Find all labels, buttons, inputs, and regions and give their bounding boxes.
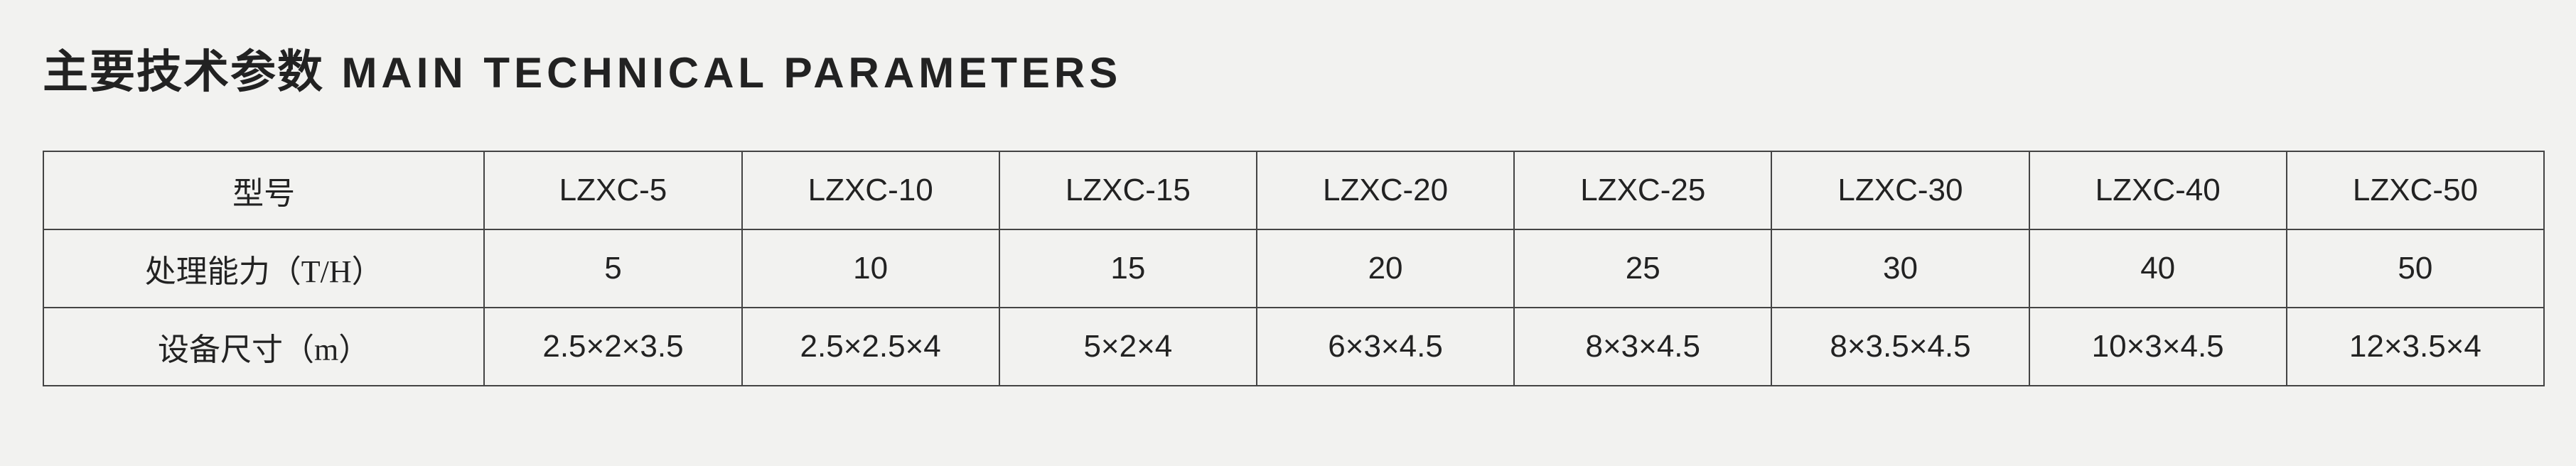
table-cell: 5×2×4: [999, 308, 1257, 386]
table-cell: 6×3×4.5: [1257, 308, 1514, 386]
table-cell: 2.5×2.5×4: [742, 308, 999, 386]
table-cell: 12×3.5×4: [2287, 308, 2544, 386]
table-cell: 40: [2029, 229, 2287, 308]
table-cell: 15: [999, 229, 1257, 308]
page-title: 主要技术参数 MAIN TECHNICAL PARAMETERS: [43, 36, 2548, 101]
title-cn: 主要技术参数: [43, 46, 324, 97]
table-cell: 10: [742, 229, 999, 308]
header-cell: LZXC-15: [999, 151, 1257, 229]
table-cell: 10×3×4.5: [2029, 308, 2287, 386]
table-row: 处理能力（T/H） 5 10 15 20 25 30 40 50: [43, 229, 2544, 308]
table-cell: 5: [484, 229, 741, 308]
page: 主要技术参数 MAIN TECHNICAL PARAMETERS 型号 LZXC…: [0, 0, 2576, 386]
table-row: 设备尺寸（m） 2.5×2×3.5 2.5×2.5×4 5×2×4 6×3×4.…: [43, 308, 2544, 386]
row-label: 处理能力（T/H）: [43, 229, 484, 308]
header-cell: LZXC-50: [2287, 151, 2544, 229]
header-cell: LZXC-30: [1771, 151, 2029, 229]
header-cell: LZXC-5: [484, 151, 741, 229]
table-cell: 30: [1771, 229, 2029, 308]
table-cell: 50: [2287, 229, 2544, 308]
header-label: 型号: [43, 151, 484, 229]
table-cell: 20: [1257, 229, 1514, 308]
table-cell: 8×3.5×4.5: [1771, 308, 2029, 386]
table-cell: 2.5×2×3.5: [484, 308, 741, 386]
header-cell: LZXC-10: [742, 151, 999, 229]
title-en: MAIN TECHNICAL PARAMETERS: [341, 49, 1122, 97]
table-cell: 25: [1514, 229, 1771, 308]
table-cell: 8×3×4.5: [1514, 308, 1771, 386]
header-cell: LZXC-40: [2029, 151, 2287, 229]
table-header-row: 型号 LZXC-5 LZXC-10 LZXC-15 LZXC-20 LZXC-2…: [43, 151, 2544, 229]
row-label: 设备尺寸（m）: [43, 308, 484, 386]
parameters-table: 型号 LZXC-5 LZXC-10 LZXC-15 LZXC-20 LZXC-2…: [43, 151, 2545, 386]
header-cell: LZXC-25: [1514, 151, 1771, 229]
header-cell: LZXC-20: [1257, 151, 1514, 229]
